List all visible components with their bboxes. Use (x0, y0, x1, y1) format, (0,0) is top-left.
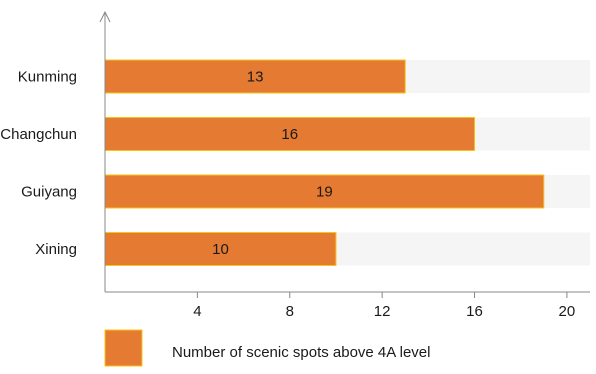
x-tick-label-16: 16 (466, 303, 483, 320)
bar-kunming (104, 59, 406, 94)
x-tick-label-8: 8 (286, 303, 294, 320)
data-label-guiyang: 19 (316, 184, 333, 201)
bars: 13 16 19 10 (104, 59, 545, 266)
x-tick-label-4: 4 (193, 303, 201, 320)
bar-changchun (104, 117, 476, 151)
legend-swatch (104, 329, 143, 367)
data-label-changchun: 16 (281, 126, 298, 143)
category-label-xining: Xining (35, 241, 77, 258)
category-label-changchun: Changchun (0, 126, 77, 143)
bar-xining (104, 232, 337, 266)
x-tick-label-20: 20 (559, 303, 576, 320)
x-axis-ticks: 4 8 12 16 20 (193, 292, 575, 320)
category-label-guiyang: Guiyang (21, 184, 77, 201)
data-label-xining: 10 (212, 241, 229, 258)
axes (99, 10, 590, 293)
category-label-kunming: Kunming (18, 69, 77, 86)
data-label-kunming: 13 (247, 69, 264, 86)
y-axis-arrow-icon (99, 10, 111, 23)
bar-guiyang (104, 174, 545, 209)
legend: Number of scenic spots above 4A level (104, 329, 430, 367)
legend-label: Number of scenic spots above 4A level (172, 344, 430, 361)
y-axis-category-labels: Kunming Changchun Guiyang Xining (0, 69, 77, 259)
x-tick-label-12: 12 (374, 303, 391, 320)
